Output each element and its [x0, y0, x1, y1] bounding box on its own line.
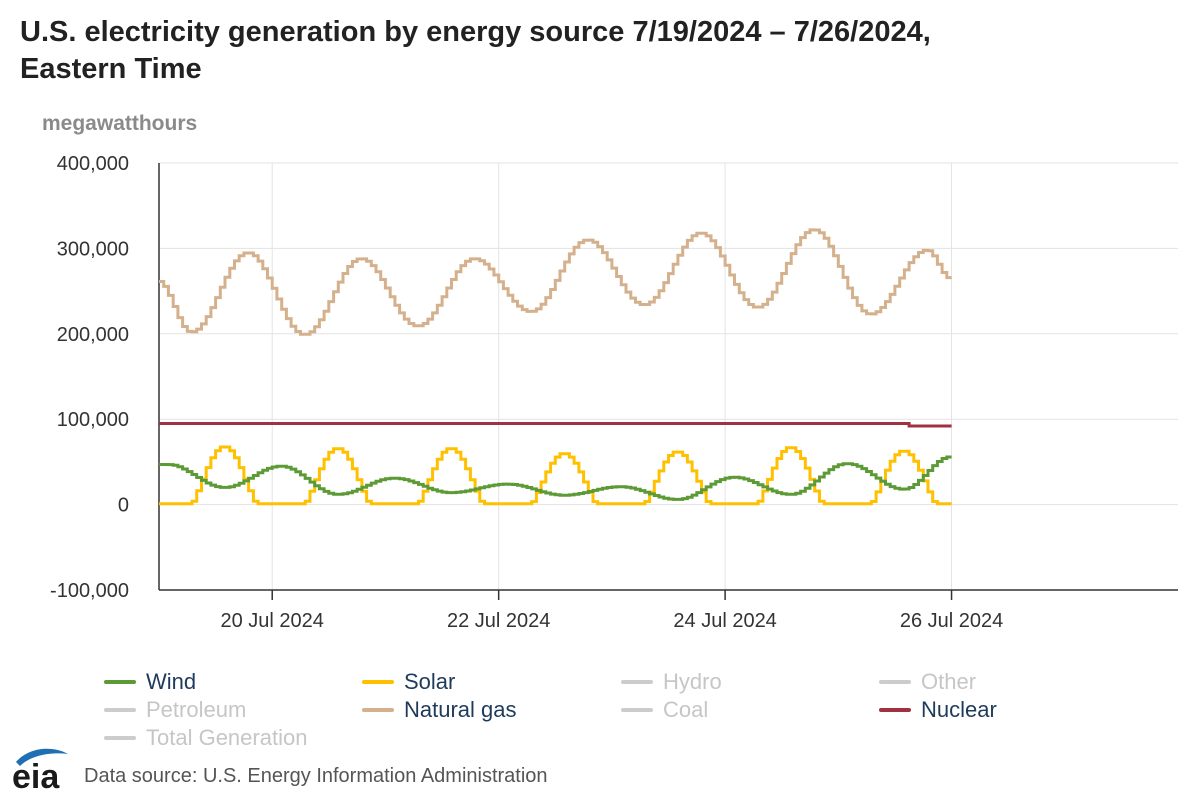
- solar-series-line: [159, 445, 952, 506]
- nuclear-series-line: [159, 422, 952, 428]
- legend-label: Hydro: [663, 669, 722, 694]
- legend-item-total-generation[interactable]: Total Generation: [104, 725, 307, 751]
- y-tick-label: -100,000: [50, 580, 129, 602]
- legend-label: Solar: [404, 669, 456, 694]
- legend-label: Nuclear: [921, 697, 997, 722]
- chart-title: U.S. electricity generation by energy so…: [20, 14, 1180, 88]
- footer: eia Data source: U.S. Energy Information…: [10, 742, 548, 792]
- x-tick-label: 24 Jul 2024: [673, 610, 776, 632]
- y-tick-label: 400,000: [57, 153, 129, 175]
- legend-item-nuclear[interactable]: Nuclear: [879, 697, 997, 723]
- legend-item-other[interactable]: Other: [879, 669, 976, 695]
- legend-label: Other: [921, 669, 977, 694]
- legend-item-natural-gas[interactable]: Natural gas: [362, 697, 517, 723]
- wind-series-line: [159, 455, 952, 501]
- legend-item-wind[interactable]: Wind: [104, 669, 196, 695]
- legend-label: Natural gas: [404, 697, 517, 722]
- legend-label: Wind: [146, 669, 197, 694]
- legend-swatch-icon: [621, 680, 653, 684]
- data-source-text: Data source: U.S. Energy Information Adm…: [84, 765, 548, 787]
- legend-swatch-icon: [104, 708, 136, 712]
- legend-swatch-icon: [879, 708, 911, 712]
- chart-title-line-1: U.S. electricity generation by energy so…: [20, 16, 931, 48]
- legend-label: Petroleum: [146, 697, 247, 722]
- y-tick-label: 0: [118, 495, 129, 517]
- legend-swatch-icon: [879, 680, 911, 684]
- legend-item-petroleum[interactable]: Petroleum: [104, 697, 246, 723]
- y-tick-label: 100,000: [57, 409, 129, 431]
- y-tick-label: 200,000: [57, 324, 129, 346]
- legend-swatch-icon: [362, 680, 394, 684]
- natural-gas-series-line: [159, 228, 952, 336]
- legend-item-coal[interactable]: Coal: [621, 697, 708, 723]
- legend-item-hydro[interactable]: Hydro: [621, 669, 722, 695]
- x-tick-label: 20 Jul 2024: [221, 610, 324, 632]
- legend-item-solar[interactable]: Solar: [362, 669, 455, 695]
- legend-label: Total Generation: [146, 725, 308, 750]
- legend-swatch-icon: [104, 680, 136, 684]
- y-axis-unit-label: megawatthours: [42, 112, 198, 135]
- y-tick-label: 300,000: [57, 238, 129, 260]
- legend-swatch-icon: [104, 736, 136, 740]
- x-tick-label: 22 Jul 2024: [447, 610, 550, 632]
- legend-label: Coal: [663, 697, 709, 722]
- eia-logo-text: eia: [12, 758, 60, 792]
- legend-swatch-icon: [362, 708, 394, 712]
- eia-logo-icon[interactable]: eia: [10, 744, 72, 792]
- x-tick-label: 26 Jul 2024: [900, 610, 1003, 632]
- chart-title-line-2: Eastern Time: [20, 53, 202, 85]
- legend-swatch-icon: [621, 708, 653, 712]
